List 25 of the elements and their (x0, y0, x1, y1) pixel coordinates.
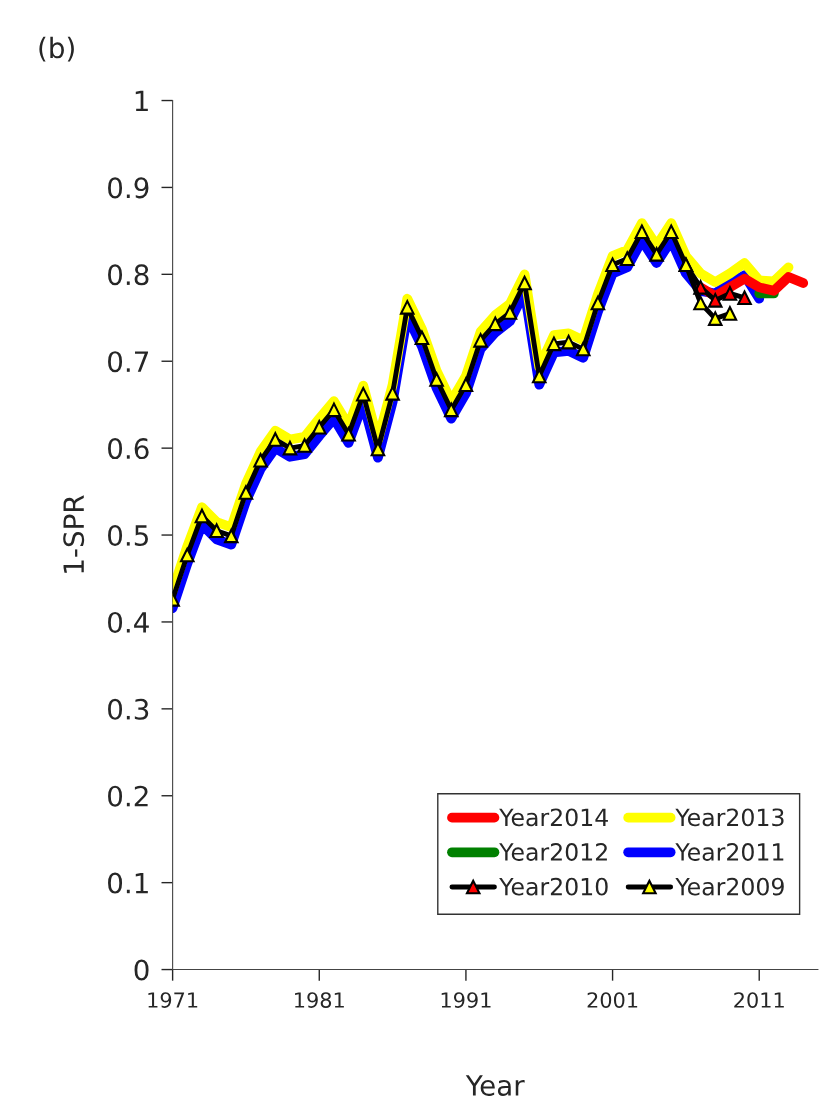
x-tick-label: 1971 (148, 992, 198, 1008)
legend-label: Year2014 (499, 808, 608, 827)
legend-label: Year2010 (499, 877, 608, 896)
legend-label: Year2009 (675, 877, 784, 896)
y-tick-label: 0.7 (108, 351, 149, 373)
x-tick-label: 2001 (587, 992, 638, 1008)
x-tick-label: 1991 (441, 992, 491, 1008)
y-tick-label: 0.1 (108, 872, 148, 894)
y-tick-label: 0 (134, 959, 149, 981)
legend-label: Year2013 (675, 808, 784, 827)
y-tick-label: 1 (135, 90, 148, 112)
y-tick-label: 0.5 (108, 524, 148, 546)
y-tick-label: 0.6 (108, 438, 149, 460)
y-tick-label: 0.8 (108, 264, 149, 286)
y-tick-label: 0.4 (108, 611, 149, 633)
y-tick-label: 0.2 (108, 785, 148, 807)
legend-label: Year2011 (675, 843, 784, 861)
y-tick-label: 0.3 (108, 698, 149, 720)
x-axis-title: Year (465, 1075, 525, 1096)
y-tick-label: 0.9 (108, 177, 149, 199)
x-tick-label: 2011 (734, 992, 784, 1008)
y-axis-title: 1-SPR (63, 495, 85, 573)
chart-title: (b) (39, 36, 74, 62)
x-tick-label: 1981 (295, 992, 344, 1008)
legend-label: Year2012 (499, 843, 607, 861)
